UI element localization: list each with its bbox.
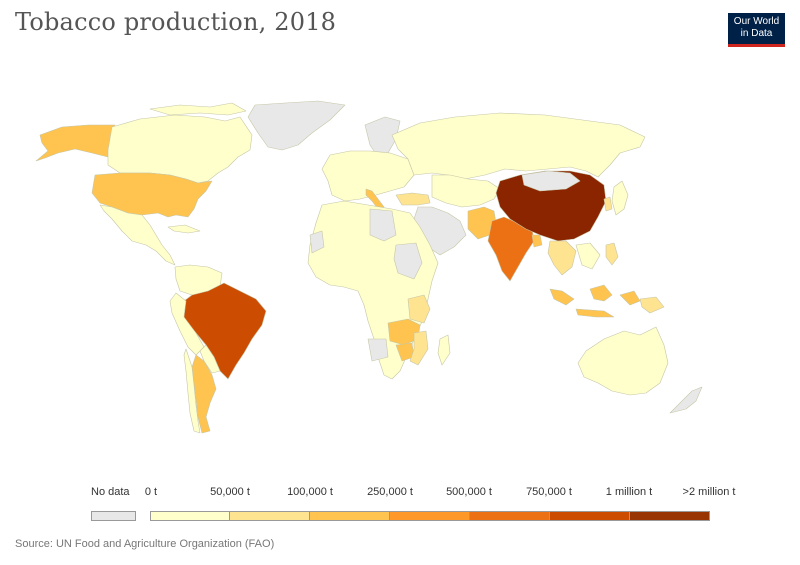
region-new-guinea[interactable] xyxy=(639,296,665,314)
legend-label-0: 0 t xyxy=(144,486,158,498)
chart-title: Tobacco production, 2018 xyxy=(15,8,337,36)
legend-swatch-1[interactable] xyxy=(230,511,310,521)
region-russia[interactable] xyxy=(391,112,646,180)
region-japan[interactable] xyxy=(611,180,629,216)
region-chile[interactable] xyxy=(183,348,201,434)
region-sudan-no-data[interactable] xyxy=(393,242,423,280)
region-mozambique[interactable] xyxy=(409,330,429,366)
legend-label-6: 1 million t xyxy=(605,486,653,498)
region-madagascar[interactable] xyxy=(437,334,451,366)
map-legend: No data 0 t 50,000 t 100,000 t 250,000 t… xyxy=(0,480,800,525)
logo-line-2: in Data xyxy=(740,28,773,39)
region-indonesia[interactable] xyxy=(549,284,641,318)
logo-line-1: Our World xyxy=(733,16,780,27)
owid-logo[interactable]: Our World in Data xyxy=(728,13,785,47)
region-turkey[interactable] xyxy=(395,192,431,206)
region-caribbean[interactable] xyxy=(167,224,201,234)
region-korea[interactable] xyxy=(603,196,613,212)
region-west-sahara-no-data[interactable] xyxy=(309,230,325,254)
region-scandinavia[interactable] xyxy=(364,116,401,158)
region-angola-no-data[interactable] xyxy=(367,338,389,362)
region-central-asia[interactable] xyxy=(431,174,501,208)
legend-swatch-5[interactable] xyxy=(550,511,630,521)
legend-swatch-2[interactable] xyxy=(310,511,390,521)
legend-swatch-no-data[interactable] xyxy=(91,511,136,521)
region-thailand[interactable] xyxy=(547,240,577,276)
region-philippines[interactable] xyxy=(605,242,619,266)
region-canada-islands[interactable] xyxy=(149,102,247,116)
region-china[interactable] xyxy=(495,170,607,242)
legend-label-5: 750,000 t xyxy=(526,486,572,498)
region-paraguay-uruguay[interactable] xyxy=(199,344,221,374)
legend-label-2: 100,000 t xyxy=(287,486,333,498)
legend-swatch-4[interactable] xyxy=(470,511,550,521)
legend-label-4: 500,000 t xyxy=(446,486,492,498)
region-europe[interactable] xyxy=(321,150,415,202)
world-map[interactable] xyxy=(0,95,800,445)
legend-swatch-6[interactable] xyxy=(630,511,710,521)
legend-no-data-label: No data xyxy=(91,486,130,498)
region-mongolia[interactable] xyxy=(521,170,581,192)
legend-label-7: >2 million t xyxy=(682,486,736,498)
region-alaska[interactable] xyxy=(35,124,116,162)
region-bangladesh[interactable] xyxy=(531,234,543,248)
legend-swatch-0[interactable] xyxy=(150,511,230,521)
legend-swatch-3[interactable] xyxy=(390,511,470,521)
source-note: Source: UN Food and Agriculture Organiza… xyxy=(15,538,275,550)
legend-label-1: 50,000 t xyxy=(210,486,250,498)
legend-label-3: 250,000 t xyxy=(367,486,413,498)
region-southeast-asia[interactable] xyxy=(575,242,601,270)
region-libya-no-data[interactable] xyxy=(369,208,397,242)
region-australia[interactable] xyxy=(577,326,669,396)
region-greenland[interactable] xyxy=(247,100,346,151)
region-tanzania[interactable] xyxy=(407,294,431,324)
region-mexico[interactable] xyxy=(99,204,176,266)
region-new-zealand-no-data[interactable] xyxy=(669,386,703,414)
